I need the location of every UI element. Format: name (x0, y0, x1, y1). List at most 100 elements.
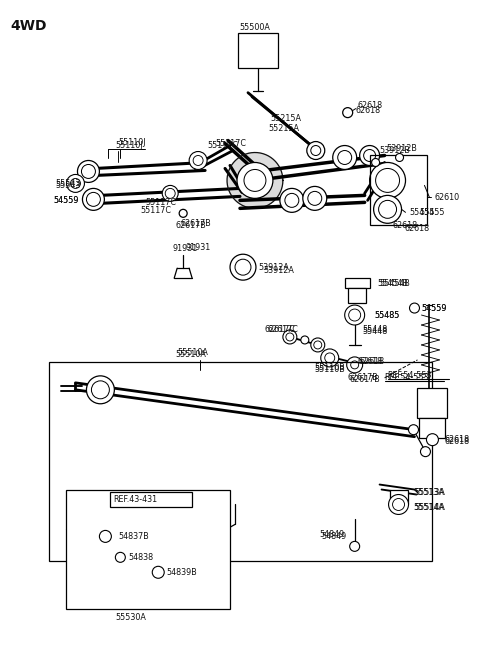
Circle shape (303, 187, 327, 210)
Circle shape (308, 191, 322, 206)
Bar (390, 489, 408, 504)
Text: 55513A: 55513A (415, 488, 445, 497)
Text: REF.54-553: REF.54-553 (387, 371, 432, 381)
Circle shape (165, 189, 175, 198)
Circle shape (237, 162, 273, 198)
Circle shape (99, 531, 111, 542)
Circle shape (426, 434, 438, 445)
Circle shape (235, 259, 251, 275)
Text: 62617C: 62617C (268, 326, 299, 335)
Text: 62617B: 62617B (180, 219, 211, 228)
Circle shape (372, 159, 380, 166)
Circle shape (333, 145, 357, 170)
Text: 54559: 54559 (421, 303, 447, 312)
Text: 62617B: 62617B (175, 221, 206, 230)
Text: 53912B: 53912B (380, 146, 410, 155)
Text: 55514A: 55514A (413, 503, 444, 512)
Text: 55514A: 55514A (415, 503, 445, 512)
Circle shape (389, 495, 408, 514)
Text: 55117C: 55117C (207, 141, 238, 150)
Bar (48, 362, 432, 561)
Circle shape (91, 381, 109, 399)
Text: 53912B: 53912B (386, 144, 418, 153)
Circle shape (379, 200, 396, 218)
Circle shape (321, 349, 339, 367)
Text: 62618: 62618 (405, 224, 430, 233)
Circle shape (347, 357, 363, 373)
Text: 55543: 55543 (56, 179, 81, 188)
Text: 62610: 62610 (434, 193, 459, 202)
Circle shape (370, 162, 406, 198)
Text: 55454B: 55454B (378, 278, 408, 288)
Circle shape (230, 254, 256, 280)
Circle shape (325, 353, 335, 363)
Text: 54838: 54838 (128, 553, 154, 562)
Bar (238, 33, 278, 67)
Text: 4WD: 4WD (11, 19, 47, 33)
Text: 54849: 54849 (322, 532, 347, 541)
Text: 55513A: 55513A (413, 488, 444, 497)
Circle shape (409, 303, 420, 313)
Bar (370, 155, 428, 225)
Text: 54559: 54559 (54, 196, 79, 205)
Text: 62618: 62618 (356, 106, 381, 115)
Circle shape (86, 193, 100, 206)
Text: 55215A: 55215A (268, 124, 299, 133)
Text: 62618: 62618 (358, 358, 383, 366)
Bar (348, 288, 366, 303)
Text: 55485: 55485 (374, 310, 400, 320)
Circle shape (307, 141, 325, 159)
Circle shape (376, 168, 399, 193)
Text: 62617B: 62617B (350, 375, 381, 384)
Text: 91931: 91931 (172, 244, 197, 253)
Circle shape (311, 338, 325, 352)
Circle shape (301, 336, 309, 344)
Circle shape (345, 305, 365, 325)
Circle shape (67, 174, 84, 193)
Circle shape (348, 309, 360, 321)
Text: 53912A: 53912A (258, 263, 289, 272)
Text: 62617C: 62617C (265, 326, 296, 335)
Text: 55117C: 55117C (215, 139, 246, 148)
Circle shape (71, 178, 81, 189)
Circle shape (193, 155, 203, 166)
Text: 55448: 55448 (363, 326, 388, 335)
Circle shape (115, 552, 125, 563)
Circle shape (244, 170, 266, 191)
Text: REF.43-431: REF.43-431 (113, 495, 157, 504)
Circle shape (350, 542, 360, 552)
Circle shape (364, 149, 376, 162)
Text: 91931: 91931 (185, 243, 210, 252)
Text: 55110J: 55110J (119, 138, 146, 147)
Circle shape (343, 107, 353, 118)
Bar (110, 491, 192, 508)
Circle shape (283, 330, 297, 344)
Text: REF.54-553: REF.54-553 (384, 373, 429, 383)
Text: 54839B: 54839B (166, 568, 197, 577)
Circle shape (373, 195, 402, 223)
Circle shape (280, 189, 304, 212)
Circle shape (408, 424, 419, 435)
Text: 55543: 55543 (56, 181, 81, 190)
Text: 55117C: 55117C (145, 198, 176, 207)
Circle shape (83, 189, 104, 210)
Text: 53912A: 53912A (263, 266, 294, 274)
Circle shape (82, 164, 96, 178)
Text: 55455: 55455 (420, 208, 445, 217)
Text: 55530A: 55530A (115, 612, 146, 622)
Text: 55110J: 55110J (115, 141, 143, 150)
Circle shape (77, 160, 99, 183)
Text: 55448: 55448 (363, 328, 388, 337)
Text: 54559: 54559 (421, 303, 447, 312)
Circle shape (286, 333, 294, 341)
Text: 55117C: 55117C (140, 206, 171, 215)
Text: 55454B: 55454B (380, 278, 410, 288)
Text: 62618: 62618 (444, 437, 469, 446)
Text: 55110B: 55110B (315, 365, 346, 375)
Text: 54849: 54849 (320, 530, 345, 539)
Circle shape (179, 210, 187, 217)
Text: 55455: 55455 (409, 208, 435, 217)
Text: 55510A: 55510A (177, 348, 208, 358)
Circle shape (396, 153, 404, 162)
Circle shape (162, 185, 178, 201)
